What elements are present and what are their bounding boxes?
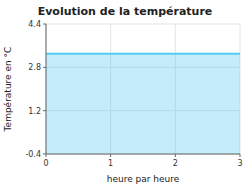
y-tick-label: 2.8	[28, 63, 41, 72]
x-axis-label: heure par heure	[107, 174, 180, 184]
y-tick	[43, 24, 46, 25]
x-tick	[240, 154, 241, 157]
y-tick-label: -0.4	[25, 150, 41, 159]
y-tick	[43, 110, 46, 111]
x-tick	[110, 154, 111, 157]
y-axis-label: Température en °C	[3, 47, 13, 133]
y-tick-label: 1.2	[28, 107, 41, 116]
plot-area	[46, 54, 240, 154]
axes: 0 1 2 3 -0.4 1.2 2.8 4.4	[25, 20, 242, 168]
grid-line-y	[46, 24, 240, 25]
chart-title: Evolution de la température	[38, 5, 213, 18]
chart-svg: 0 1 2 3 -0.4 1.2 2.8 4.4 Evolution de la tempéra…	[0, 0, 250, 188]
x-tick-label: 3	[237, 159, 242, 168]
area-fill	[46, 54, 240, 154]
x-axis-line	[46, 154, 240, 155]
x-tick-label: 1	[108, 159, 113, 168]
grid-line-x	[46, 24, 47, 154]
grid-line-y	[46, 154, 240, 155]
y-tick	[43, 67, 46, 68]
y-tick-label: 4.4	[28, 20, 41, 29]
grid	[46, 24, 240, 154]
x-tick-label: 2	[173, 159, 178, 168]
x-tick	[175, 154, 176, 157]
x-tick-label: 0	[43, 159, 48, 168]
chart-container: 0 1 2 3 -0.4 1.2 2.8 4.4 Evolution de la tempéra…	[0, 0, 250, 188]
area-line	[46, 53, 240, 55]
y-axis-line	[46, 24, 47, 154]
y-tick	[43, 154, 46, 155]
